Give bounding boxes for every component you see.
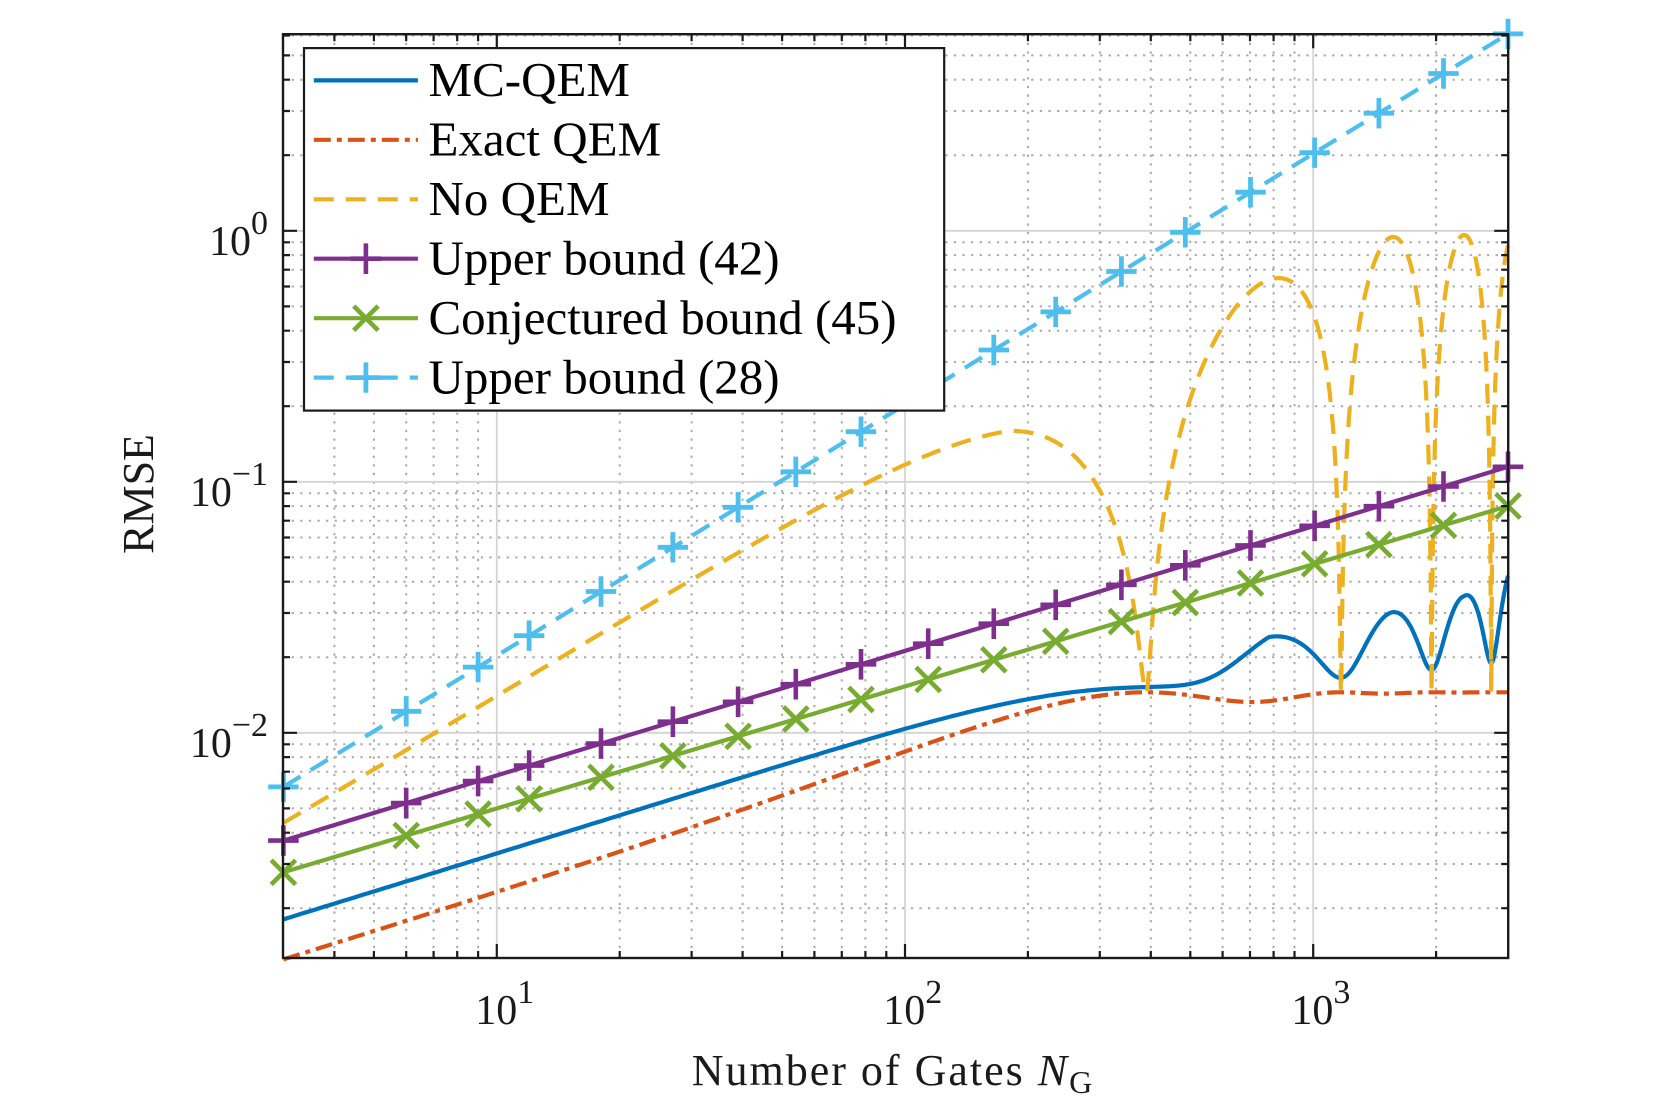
svg-text:Conjectured bound (45): Conjectured bound (45) xyxy=(429,290,897,345)
svg-text:102: 102 xyxy=(883,974,942,1034)
svg-text:10−1: 10−1 xyxy=(190,456,268,516)
svg-text:10−2: 10−2 xyxy=(190,707,268,767)
svg-text:Upper bound (28): Upper bound (28) xyxy=(429,349,780,404)
svg-text:RMSE: RMSE xyxy=(114,434,163,554)
svg-text:103: 103 xyxy=(1291,974,1350,1034)
svg-text:Upper bound (42): Upper bound (42) xyxy=(429,231,780,286)
svg-text:100: 100 xyxy=(209,205,268,265)
svg-text:Exact QEM: Exact QEM xyxy=(429,112,662,167)
svg-text:No QEM: No QEM xyxy=(429,171,610,226)
svg-text:101: 101 xyxy=(475,974,534,1034)
svg-text:MC-QEM: MC-QEM xyxy=(429,52,630,107)
svg-text:Number of Gates NG: Number of Gates NG xyxy=(692,1046,1094,1100)
